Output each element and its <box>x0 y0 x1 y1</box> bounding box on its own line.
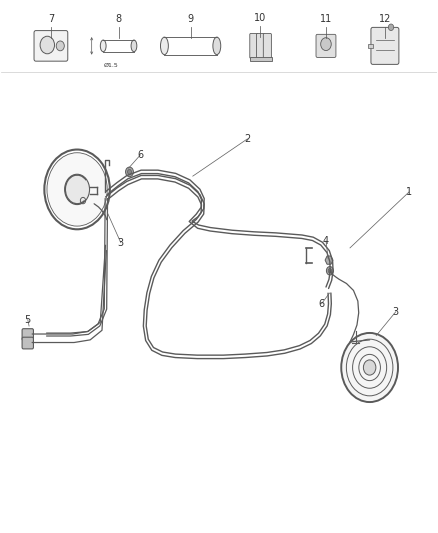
FancyBboxPatch shape <box>263 34 272 58</box>
Circle shape <box>326 266 333 275</box>
Ellipse shape <box>131 40 137 52</box>
Circle shape <box>127 169 131 174</box>
Text: 10: 10 <box>254 13 267 23</box>
Text: 9: 9 <box>187 14 194 24</box>
Text: 7: 7 <box>48 14 54 24</box>
FancyBboxPatch shape <box>22 337 33 349</box>
Text: 3: 3 <box>118 238 124 247</box>
Text: Ø1.5: Ø1.5 <box>104 63 119 68</box>
Ellipse shape <box>160 37 168 55</box>
Circle shape <box>341 333 398 402</box>
Polygon shape <box>325 256 333 264</box>
Text: 4: 4 <box>323 236 329 246</box>
Circle shape <box>364 360 376 375</box>
Text: 3: 3 <box>393 306 399 317</box>
Text: 5: 5 <box>25 314 31 325</box>
Bar <box>251 56 272 61</box>
Text: 2: 2 <box>244 134 251 144</box>
Text: 12: 12 <box>379 14 391 24</box>
Text: 6: 6 <box>138 150 144 160</box>
Circle shape <box>40 36 54 54</box>
Circle shape <box>328 269 332 273</box>
Bar <box>368 44 373 48</box>
Circle shape <box>56 41 64 51</box>
FancyBboxPatch shape <box>371 27 399 64</box>
Circle shape <box>47 153 107 226</box>
FancyBboxPatch shape <box>316 34 336 58</box>
Text: 11: 11 <box>320 14 332 24</box>
FancyBboxPatch shape <box>34 30 68 61</box>
Text: 6: 6 <box>318 298 325 309</box>
Ellipse shape <box>213 37 221 55</box>
Circle shape <box>65 174 89 205</box>
FancyBboxPatch shape <box>257 34 265 58</box>
Text: 8: 8 <box>116 14 122 24</box>
Circle shape <box>389 24 394 30</box>
FancyBboxPatch shape <box>250 34 258 58</box>
Circle shape <box>321 38 331 51</box>
Ellipse shape <box>100 40 106 52</box>
Text: 1: 1 <box>406 187 412 197</box>
Circle shape <box>126 167 134 176</box>
FancyBboxPatch shape <box>22 329 33 341</box>
